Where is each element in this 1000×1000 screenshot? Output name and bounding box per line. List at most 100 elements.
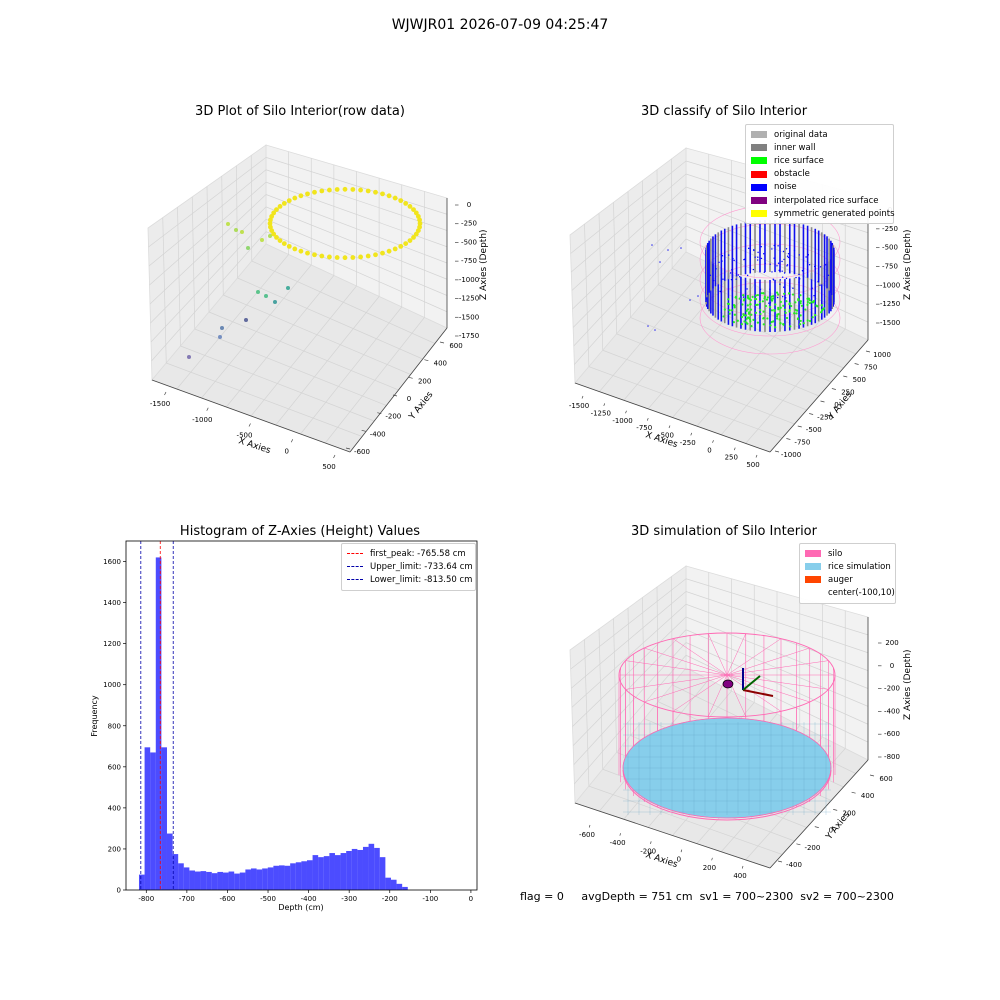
tick <box>833 809 838 811</box>
x-tick-label: 0 <box>707 446 711 454</box>
z-tick-label: -500 <box>882 244 898 252</box>
rice-point <box>794 301 797 304</box>
x-tick-label: -250 <box>680 439 696 447</box>
y-tick-label: -400 <box>370 430 386 438</box>
data-point <box>260 238 264 242</box>
data-point <box>298 193 304 199</box>
legend-label: obstacle <box>774 169 810 180</box>
rice-point <box>745 317 748 320</box>
tick <box>345 447 351 450</box>
rice-point <box>730 309 733 312</box>
noise-point <box>786 255 789 257</box>
data-point <box>334 255 340 260</box>
rice-point <box>733 304 736 307</box>
rice-point <box>733 306 736 309</box>
tick <box>854 363 859 365</box>
noise-point <box>811 287 813 289</box>
rice-point <box>738 297 741 300</box>
histogram-bar <box>334 855 341 890</box>
rice-point <box>768 305 772 309</box>
grid-line <box>696 306 801 427</box>
data-point <box>292 195 298 201</box>
noise-point <box>732 258 734 260</box>
legend-swatch <box>805 563 821 571</box>
rice-point <box>822 307 826 310</box>
grid-line <box>148 169 267 267</box>
tick <box>869 774 875 777</box>
grid-line <box>671 576 673 685</box>
y-tick-label: -200 <box>804 844 820 852</box>
y-tick-label: 600 <box>879 775 892 783</box>
rice-point <box>745 321 748 324</box>
data-point <box>342 186 348 192</box>
legend-label: Upper_limit: -733.64 cm <box>370 561 473 572</box>
rice-point <box>746 308 750 311</box>
rice-point <box>799 302 802 305</box>
y-tick-label: -200 <box>385 413 401 421</box>
noise-point <box>721 260 723 262</box>
rice-point <box>777 293 780 296</box>
noise-point <box>731 269 733 271</box>
noise-point <box>787 256 790 259</box>
tick <box>650 841 652 845</box>
panel-classify-legend: original data inner wall rice surface obsta… <box>745 124 895 225</box>
rice-point <box>728 312 731 315</box>
legend-swatch <box>751 210 767 218</box>
tick <box>711 857 713 861</box>
histogram-bar <box>172 854 179 890</box>
data-point <box>358 187 363 193</box>
histogram-bar <box>222 872 229 890</box>
data-point <box>187 355 191 359</box>
histogram-bar <box>273 865 279 890</box>
rice-point <box>774 326 777 329</box>
noise-point <box>807 254 809 256</box>
data-point <box>281 241 287 247</box>
rice-point <box>775 315 779 318</box>
z-tick-label: -1250 <box>459 295 479 303</box>
y-tick-label: -1000 <box>781 451 801 459</box>
legend-label: rice simulation <box>828 561 891 572</box>
noise-point <box>747 247 750 250</box>
histogram-bar <box>155 557 162 890</box>
legend-item: Upper_limit: -733.64 cm <box>347 560 473 573</box>
rice-point <box>808 299 811 302</box>
tick <box>588 824 591 828</box>
noise-point <box>777 245 779 247</box>
noise-point <box>735 278 737 280</box>
noise-point <box>754 256 756 258</box>
histogram-bar <box>340 853 347 890</box>
rice-point <box>766 317 769 320</box>
x-tick-label: -500 <box>260 895 276 903</box>
grid-line <box>572 616 687 727</box>
noise-point <box>746 288 748 290</box>
rice-point <box>755 297 758 301</box>
tick <box>646 417 649 421</box>
rice-point <box>799 314 802 317</box>
data-point <box>334 187 340 192</box>
histogram-bar <box>312 855 319 890</box>
data-point <box>312 189 317 195</box>
rice-point <box>756 303 759 306</box>
y-tick-label: 200 <box>843 809 856 817</box>
data-point <box>373 252 378 258</box>
silo-wire <box>672 638 728 676</box>
histogram-bar <box>385 877 391 890</box>
rice-point <box>783 292 786 295</box>
data-point <box>268 234 272 238</box>
rice-point <box>762 292 765 295</box>
rice-point <box>746 304 749 307</box>
rice-point <box>746 294 750 298</box>
histogram-bar <box>161 747 167 890</box>
y-tick-label: 1400 <box>103 599 121 607</box>
tick <box>164 391 167 396</box>
noise-point <box>798 254 800 256</box>
grid-line <box>324 317 425 444</box>
noise-point <box>718 261 720 264</box>
data-point <box>373 189 378 195</box>
rice-point <box>791 293 795 296</box>
rice-point <box>820 311 823 314</box>
legend-label: interpolated rice surface <box>774 195 879 206</box>
status-avg-depth: avgDepth = 751 cm <box>581 890 693 903</box>
rice-point <box>776 313 779 316</box>
